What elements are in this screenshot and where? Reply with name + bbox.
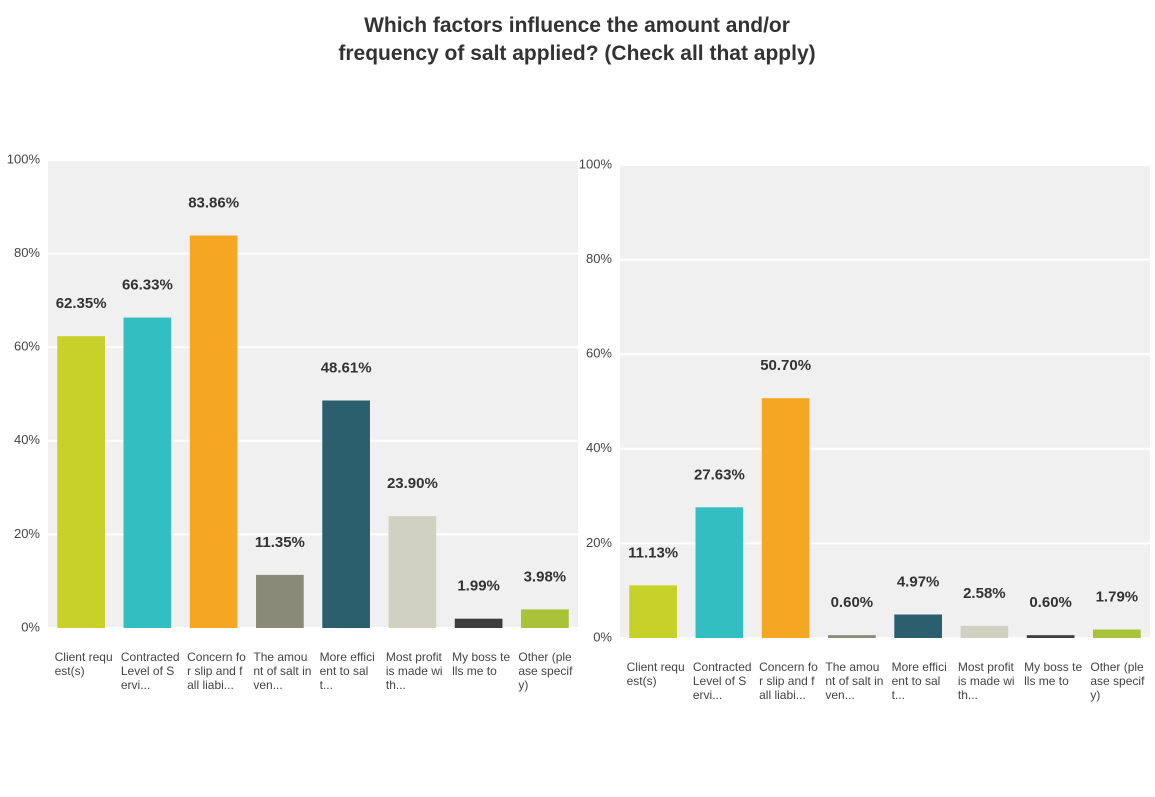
value-label: 83.86% <box>188 195 239 212</box>
y-tick-label: 40% <box>586 440 612 455</box>
x-tick-label: Other (please specify) <box>1090 660 1145 702</box>
x-tick-label-box: Most profit is made with... <box>385 650 443 692</box>
value-label: 11.35% <box>255 534 305 551</box>
y-tick-label: 100% <box>579 156 613 171</box>
x-tick-label-box: Other (please specify) <box>518 650 573 692</box>
y-tick-label: 0% <box>21 619 40 634</box>
y-tick-label: 80% <box>586 251 612 266</box>
bar <box>1026 635 1075 638</box>
chart-title: Which factors influence the amount and/o… <box>338 14 816 65</box>
value-label: 0.60% <box>831 594 874 611</box>
x-tick-label-box: My boss tells me to <box>452 650 511 678</box>
bar <box>828 635 876 638</box>
bar <box>256 574 304 628</box>
x-tick-label: My boss tells me to <box>1024 660 1083 688</box>
value-label: 48.61% <box>321 359 372 376</box>
value-label: 1.79% <box>1096 589 1139 606</box>
x-tick-label: Most profit is made with... <box>385 650 443 692</box>
value-label: 11.13% <box>628 544 678 561</box>
x-tick-label-box: The amount of salt inven... <box>825 660 884 702</box>
value-label: 2.58% <box>963 585 1006 602</box>
value-label: 50.70% <box>760 357 811 374</box>
bar <box>521 609 569 628</box>
y-tick-label: 0% <box>593 629 612 644</box>
x-tick-label: The amount of salt inven... <box>825 660 884 702</box>
bar <box>761 398 810 638</box>
value-label: 27.63% <box>694 466 745 483</box>
x-tick-label: Concern for slip and fall liabi... <box>759 660 818 702</box>
x-tick-label-box: The amount of salt inven... <box>253 650 312 692</box>
value-label: 23.90% <box>387 475 438 492</box>
x-tick-label-box: Client request(s) <box>626 660 685 688</box>
y-tick-label: 60% <box>14 339 40 354</box>
bar <box>123 317 172 628</box>
x-tick-label-box: Contracted Level of Servi... <box>692 660 752 702</box>
x-tick-label-box: Most profit is made with... <box>957 660 1015 702</box>
x-tick-label-box: Other (please specify) <box>1090 660 1145 702</box>
bar <box>322 400 370 628</box>
y-tick-label: 60% <box>586 346 612 361</box>
value-label: 66.33% <box>122 277 173 294</box>
bar <box>454 618 503 628</box>
x-tick-label: Other (please specify) <box>518 650 573 692</box>
y-tick-label: 20% <box>14 526 40 541</box>
x-tick-label: Contracted Level of Servi... <box>692 660 752 702</box>
x-tick-label-box: Concern for slip and fall liabi... <box>759 660 818 702</box>
value-label: 3.98% <box>524 568 567 585</box>
x-tick-label: Client request(s) <box>54 650 113 678</box>
bar <box>894 614 942 638</box>
y-tick-label: 40% <box>14 432 40 447</box>
x-tick-label-box: Concern for slip and fall liabi... <box>187 650 246 692</box>
value-label: 1.99% <box>457 578 500 595</box>
x-tick-label: More efficient to salt... <box>319 650 375 692</box>
y-tick-label: 20% <box>586 535 612 550</box>
x-tick-label: Concern for slip and fall liabi... <box>187 650 246 692</box>
bar <box>695 507 744 638</box>
bar <box>57 336 105 628</box>
x-tick-label: Client request(s) <box>626 660 685 688</box>
bar <box>388 516 437 628</box>
bar <box>1093 629 1141 638</box>
x-tick-label-box: Client request(s) <box>54 650 113 678</box>
y-tick-label: 80% <box>14 245 40 260</box>
x-tick-label-box: More efficient to salt... <box>319 650 375 692</box>
y-tick-label: 100% <box>7 151 41 166</box>
x-tick-label: Most profit is made with... <box>957 660 1015 702</box>
x-tick-label: Contracted Level of Servi... <box>120 650 180 692</box>
x-tick-label: More efficient to salt... <box>891 660 947 702</box>
bar <box>629 585 677 638</box>
x-tick-label: My boss tells me to <box>452 650 511 678</box>
bar <box>960 625 1009 638</box>
x-tick-label-box: Contracted Level of Servi... <box>120 650 180 692</box>
value-label: 62.35% <box>56 295 107 312</box>
value-label: 0.60% <box>1029 594 1072 611</box>
x-tick-label-box: My boss tells me to <box>1024 660 1083 688</box>
x-tick-label: The amount of salt inven... <box>253 650 312 692</box>
bar <box>189 235 238 628</box>
value-label: 4.97% <box>897 573 940 590</box>
x-tick-label-box: More efficient to salt... <box>891 660 947 702</box>
